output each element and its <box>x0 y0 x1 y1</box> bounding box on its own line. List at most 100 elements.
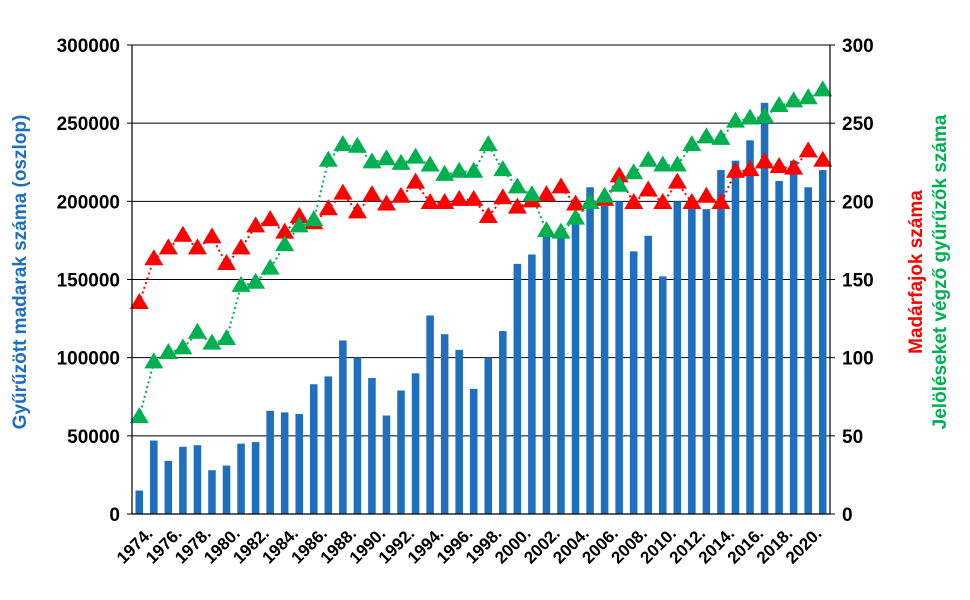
triangle-marker <box>638 150 658 167</box>
bar <box>557 232 565 514</box>
triangle-marker <box>391 153 411 170</box>
triangle-marker <box>144 352 164 369</box>
bar <box>266 410 274 514</box>
triangle-marker <box>696 127 716 144</box>
triangle-marker <box>347 202 367 219</box>
triangle-marker <box>464 161 484 178</box>
triangle-marker <box>275 235 295 252</box>
triangle-marker <box>755 106 775 123</box>
bar <box>455 349 463 514</box>
triangle-marker <box>769 96 789 113</box>
triangle-marker <box>435 192 455 209</box>
triangle-marker <box>624 192 644 209</box>
triangle-marker <box>260 210 280 227</box>
triangle-marker <box>624 163 644 180</box>
triangle-marker <box>798 141 818 158</box>
triangle-marker <box>580 192 600 209</box>
right-axis-title-species: Madárfajok száma <box>906 190 927 354</box>
bar <box>237 443 245 514</box>
triangle-marker <box>333 183 353 200</box>
triangle-marker <box>362 152 382 169</box>
triangle-marker <box>420 192 440 209</box>
right-tick-label: 0 <box>842 505 853 526</box>
bar <box>150 440 158 514</box>
bar <box>164 460 173 514</box>
triangle-marker <box>420 155 440 172</box>
triangle-marker <box>449 161 469 178</box>
triangle-marker <box>740 108 760 125</box>
triangle-marker <box>289 207 309 224</box>
bar <box>135 490 144 514</box>
left-axis-ticks: 0 50000 100000 150000 200000 250000 300000 <box>57 36 120 526</box>
triangle-marker <box>711 192 731 209</box>
bar <box>440 334 449 514</box>
triangle-marker <box>813 80 833 97</box>
triangle-marker <box>725 111 745 128</box>
bar <box>644 235 653 514</box>
triangle-marker <box>260 258 280 275</box>
triangle-marker <box>246 216 266 233</box>
triangle-marker <box>595 186 615 203</box>
right-tick-label: 300 <box>842 36 874 57</box>
left-tick-label: 200000 <box>57 192 120 213</box>
triangle-marker <box>318 150 338 167</box>
bar <box>571 216 580 514</box>
left-tick-label: 250000 <box>57 114 120 135</box>
bar <box>208 470 216 514</box>
triangle-marker <box>638 180 658 197</box>
triangle-marker <box>173 225 193 242</box>
triangle-marker <box>653 192 673 209</box>
marker-series <box>129 80 833 424</box>
right-axis-title-ringers: Jelöléseket végző gyűrűzők száma <box>930 114 951 429</box>
right-tick-label: 150 <box>842 271 874 292</box>
bar <box>411 373 420 514</box>
triangle-marker <box>551 222 571 239</box>
triangle-marker <box>682 192 702 209</box>
bar <box>309 384 318 514</box>
triangle-marker <box>609 175 629 192</box>
x-axis-ticks: 1974.1976.1978.1980.1982.1984.1986.1988.… <box>113 524 825 568</box>
right-tick-label: 250 <box>842 114 874 135</box>
axes <box>127 44 835 515</box>
triangle-marker <box>435 164 455 181</box>
bar <box>804 187 812 514</box>
bar <box>789 160 798 515</box>
triangle-marker <box>158 238 178 255</box>
triangle-marker <box>318 199 338 216</box>
triangle-marker <box>202 333 222 350</box>
triangle-marker <box>217 253 237 270</box>
bar <box>193 445 202 514</box>
bar <box>179 446 187 514</box>
bar <box>586 187 594 514</box>
left-tick-label: 150000 <box>57 271 120 292</box>
bar <box>528 254 536 514</box>
bar <box>717 170 725 515</box>
triangle-marker <box>187 238 207 255</box>
triangle-marker <box>653 155 673 172</box>
triangle-marker <box>289 216 309 233</box>
bar <box>688 204 696 514</box>
bar <box>673 201 682 515</box>
bar <box>251 442 260 514</box>
triangle-marker <box>813 150 833 167</box>
triangle-marker <box>376 149 396 166</box>
triangle-marker <box>217 328 237 345</box>
bar <box>499 331 507 514</box>
triangle-marker <box>449 189 469 206</box>
bar <box>295 413 304 514</box>
triangle-marker <box>667 155 687 172</box>
triangle-marker <box>144 249 164 266</box>
bar <box>368 377 376 514</box>
triangle-marker <box>202 227 222 244</box>
gridlines <box>132 44 830 515</box>
triangle-marker <box>798 88 818 105</box>
triangle-marker <box>493 188 513 205</box>
left-axis-title: Gyűrűzött madarak száma (oszlop) <box>10 115 31 430</box>
triangle-marker <box>784 158 804 175</box>
triangle-marker <box>406 172 426 189</box>
triangle-marker <box>696 186 716 203</box>
triangle-marker <box>667 172 687 189</box>
triangle-marker <box>158 343 178 360</box>
bar <box>702 209 711 514</box>
